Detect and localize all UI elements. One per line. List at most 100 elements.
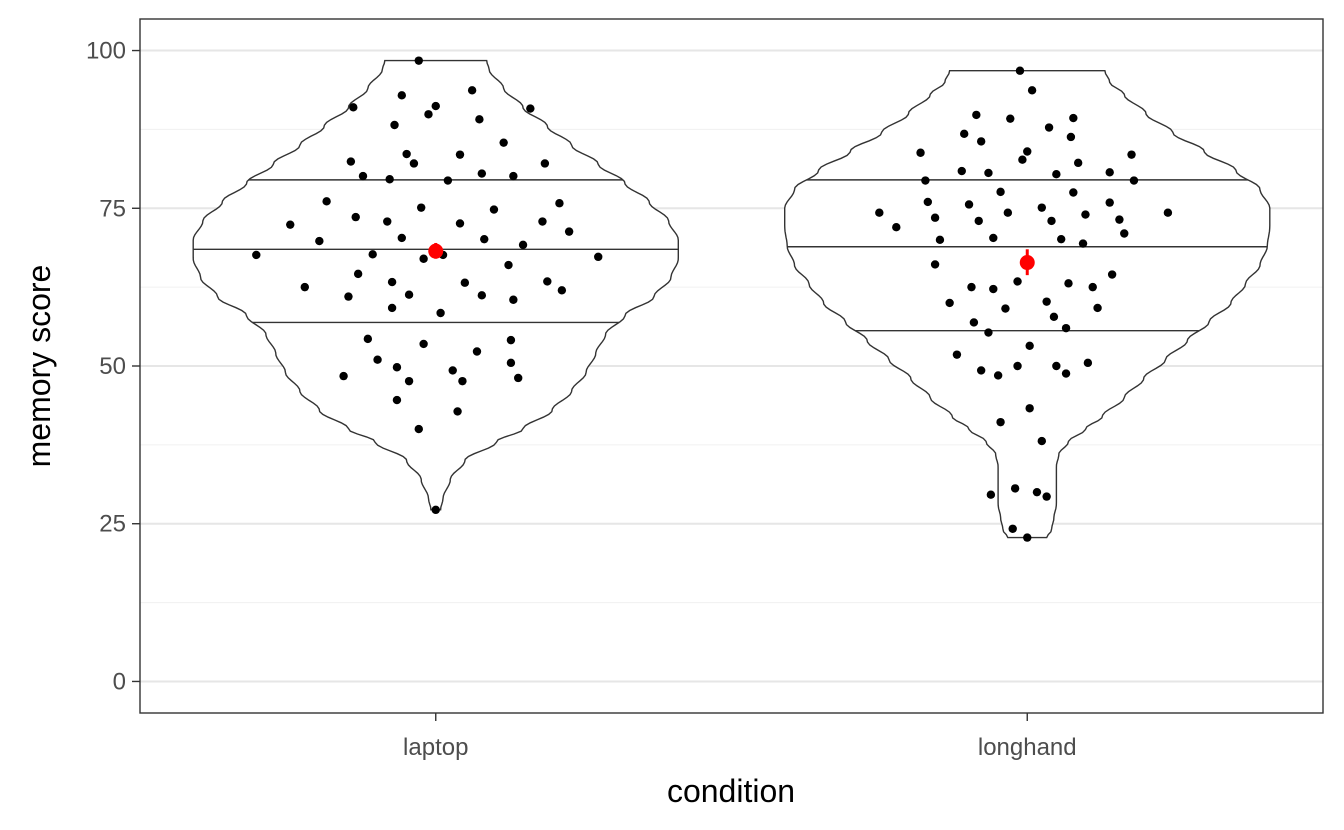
data-point xyxy=(353,269,363,279)
data-point xyxy=(986,490,996,499)
data-point xyxy=(989,284,998,294)
point-layer xyxy=(252,56,1173,542)
data-point xyxy=(346,157,356,166)
data-point xyxy=(358,171,368,181)
data-point xyxy=(387,303,397,313)
data-point xyxy=(1061,323,1071,333)
mean-layer xyxy=(428,242,1035,276)
data-point xyxy=(984,168,993,178)
data-point xyxy=(419,254,428,263)
y-tick-label: 25 xyxy=(99,511,126,538)
data-point xyxy=(1115,215,1124,224)
data-point xyxy=(996,187,1005,197)
data-point xyxy=(557,286,567,295)
data-point xyxy=(935,235,945,245)
data-point xyxy=(390,120,399,130)
data-point xyxy=(594,252,603,262)
data-point xyxy=(349,103,358,112)
data-point xyxy=(555,199,564,208)
data-point xyxy=(286,220,295,229)
y-tick-label: 50 xyxy=(99,353,126,380)
data-point xyxy=(506,335,516,345)
data-point xyxy=(1093,303,1102,313)
data-point xyxy=(1105,168,1114,177)
data-point xyxy=(1078,239,1088,248)
data-point xyxy=(1163,208,1173,217)
data-point xyxy=(996,417,1005,427)
data-point xyxy=(431,101,440,111)
violin-longhand xyxy=(784,70,1271,539)
data-point xyxy=(921,176,930,185)
data-point xyxy=(1129,176,1139,185)
data-point xyxy=(252,250,261,260)
data-point xyxy=(952,350,962,359)
data-point xyxy=(402,149,411,159)
data-point xyxy=(499,138,508,147)
data-point xyxy=(414,424,423,434)
data-point xyxy=(458,376,467,386)
data-point xyxy=(1105,198,1114,207)
data-point xyxy=(930,260,940,269)
data-point xyxy=(993,371,1003,380)
data-point xyxy=(1025,341,1034,351)
data-point xyxy=(300,282,309,292)
data-point xyxy=(1052,361,1061,371)
data-point xyxy=(1010,484,1020,493)
axis-layer: 0 25 50 75 100 laptop longhand xyxy=(86,38,1077,761)
data-point xyxy=(455,219,465,228)
data-point xyxy=(1064,279,1073,288)
data-point xyxy=(1001,304,1010,313)
data-point xyxy=(1006,114,1015,123)
data-point xyxy=(475,115,484,124)
data-point xyxy=(419,339,428,349)
data-point xyxy=(892,223,901,232)
data-point xyxy=(1081,210,1090,219)
data-point xyxy=(1025,404,1034,413)
data-point xyxy=(385,175,394,184)
data-point xyxy=(477,291,487,300)
data-point xyxy=(514,373,523,383)
data-point xyxy=(477,169,487,178)
mean-point xyxy=(1019,255,1035,271)
data-point xyxy=(373,355,382,364)
violin-laptop xyxy=(192,59,679,511)
data-point xyxy=(1107,270,1117,279)
data-point xyxy=(1066,132,1076,142)
data-point xyxy=(1023,147,1032,156)
data-point xyxy=(1120,229,1129,238)
data-point xyxy=(315,236,324,246)
data-point xyxy=(455,150,465,159)
data-point xyxy=(540,159,550,168)
data-point xyxy=(976,366,986,375)
data-point xyxy=(392,363,402,372)
y-tick-label: 75 xyxy=(99,195,126,222)
data-point xyxy=(414,56,423,65)
data-point xyxy=(969,318,979,327)
data-point xyxy=(1047,216,1056,226)
data-point xyxy=(1042,297,1051,306)
data-point xyxy=(964,200,974,209)
data-point xyxy=(957,166,966,176)
data-point xyxy=(436,308,445,318)
data-point xyxy=(467,86,477,95)
data-point xyxy=(974,216,983,226)
data-point xyxy=(930,213,940,222)
data-point xyxy=(392,395,402,405)
y-axis-title: memory score xyxy=(21,265,57,468)
data-point xyxy=(972,110,981,120)
data-point xyxy=(404,290,414,299)
data-point xyxy=(397,233,406,243)
data-point xyxy=(959,129,969,139)
data-point xyxy=(984,328,993,337)
data-point xyxy=(322,197,331,206)
data-point xyxy=(1013,277,1022,286)
data-point xyxy=(1003,208,1013,217)
data-point xyxy=(509,295,518,304)
y-tick-label: 100 xyxy=(86,38,126,65)
data-point xyxy=(1073,158,1083,168)
mean-point xyxy=(428,243,444,259)
data-point xyxy=(416,203,426,212)
data-point xyxy=(1037,436,1047,446)
data-point xyxy=(448,366,457,375)
